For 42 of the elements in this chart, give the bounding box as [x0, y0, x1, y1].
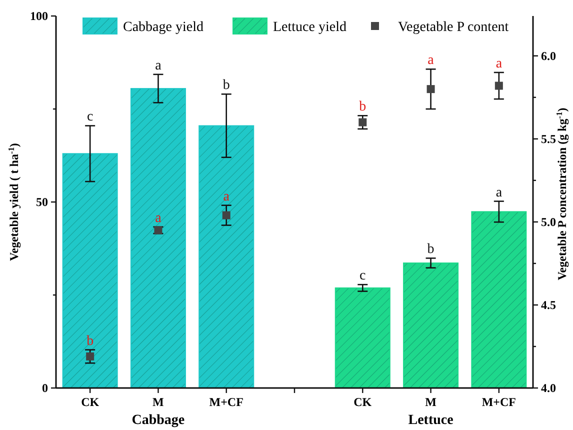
data-label: b — [427, 242, 434, 258]
bar — [198, 125, 254, 388]
data-label: b — [86, 334, 94, 349]
data-label: c — [360, 268, 366, 284]
point — [494, 82, 503, 90]
point — [86, 352, 94, 360]
y2-tick-label: 4.0 — [541, 381, 556, 396]
point — [222, 211, 230, 220]
data-label: a — [223, 189, 230, 204]
bar — [62, 153, 118, 388]
point — [358, 118, 367, 126]
legend-label: Lettuce yield — [273, 20, 346, 35]
bar — [334, 287, 390, 388]
y2-tick-label: 4.5 — [541, 298, 556, 312]
legend-label: Vegetable P content — [398, 20, 509, 35]
point — [426, 85, 435, 94]
bar — [130, 88, 186, 388]
x-tick-label: M+CF — [209, 395, 244, 409]
x-tick-label: M — [425, 395, 436, 409]
bar — [403, 262, 459, 388]
data-label: c — [86, 110, 94, 125]
x-tick-label: CK — [354, 395, 372, 409]
y-tick-label: 0 — [42, 381, 48, 396]
x-tick-label: CK — [81, 395, 100, 409]
y-tick-label: 50 — [36, 195, 48, 210]
legend-label: Cabbage yield — [123, 20, 204, 35]
text: Lettuce — [408, 413, 454, 428]
x-tick-label: M+CF — [482, 395, 516, 409]
data-label: a — [428, 53, 435, 68]
y2-tick-label: 5.0 — [541, 215, 556, 230]
bar — [471, 211, 527, 388]
data-label: a — [155, 58, 162, 74]
data-label: b — [222, 78, 230, 94]
data-label: a — [155, 210, 162, 226]
data-label: a — [496, 185, 503, 200]
y2-tick-label: 6.0 — [541, 49, 556, 64]
data-label: b — [359, 100, 366, 115]
data-label: a — [496, 56, 503, 72]
text: Cabbage — [132, 413, 185, 428]
y-tick-label: 100 — [30, 9, 48, 24]
y2-tick-label: 5.5 — [541, 132, 556, 146]
x-tick-label: M — [152, 395, 164, 409]
